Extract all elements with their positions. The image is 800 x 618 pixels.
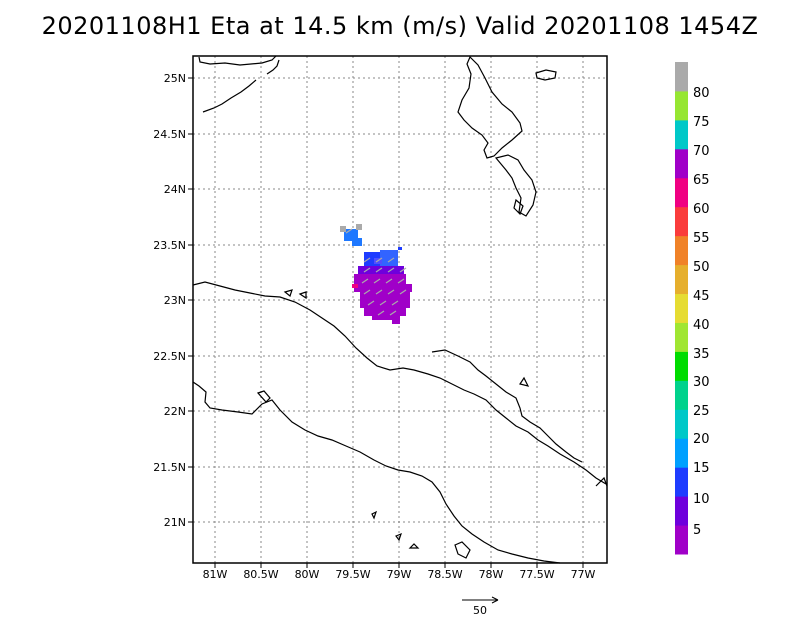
lon-tick-label: 78.5W — [427, 568, 462, 581]
colorbar-label: 60 — [693, 202, 710, 217]
colorbar-swatch — [675, 206, 688, 237]
colorbar-swatch — [675, 148, 688, 179]
map-panel — [192, 55, 608, 564]
lon-tick-label: 78W — [479, 568, 504, 581]
lat-tick-label: 22N — [164, 405, 186, 418]
colorbar-swatch — [675, 62, 688, 92]
wind-speed-shading — [340, 224, 412, 324]
colorbar: 5 10 15 20 25 30 35 40 45 50 55 60 65 70… — [675, 62, 710, 555]
colorbar-swatch — [675, 235, 688, 266]
colorbar-label: 75 — [693, 115, 710, 130]
colorbar-label: 65 — [693, 173, 710, 188]
colorbar-swatches — [675, 62, 688, 555]
lat-tick-label: 23.5N — [153, 239, 186, 252]
colorbar-swatch — [675, 264, 688, 295]
colorbar-swatch — [675, 177, 688, 208]
colorbar-swatch — [675, 496, 688, 526]
lat-tick-label: 22.5N — [153, 350, 186, 363]
lon-tick-label: 80.5W — [243, 568, 278, 581]
colorbar-label: 20 — [693, 432, 710, 447]
colorbar-swatch — [675, 438, 688, 468]
lon-tick-label: 79.5W — [335, 568, 370, 581]
colorbar-label: 30 — [693, 375, 710, 390]
colorbar-label: 70 — [693, 144, 710, 159]
colorbar-swatch — [675, 351, 688, 381]
wind-vectors — [345, 228, 407, 316]
colorbar-label: 15 — [693, 461, 710, 476]
lat-tick-label: 24.5N — [153, 128, 186, 141]
colorbar-swatch — [675, 293, 688, 323]
colorbar-swatch — [675, 322, 688, 352]
lon-tick-label: 81W — [203, 568, 228, 581]
lat-tick-label: 21.5N — [153, 461, 186, 474]
lon-tick-label: 77W — [571, 568, 596, 581]
lat-axis: 25N 24.5N 24N 23.5N 23N 22.5N 22N 21.5N … — [153, 72, 193, 529]
lat-tick-label: 24N — [164, 183, 186, 196]
coastlines — [192, 55, 608, 564]
colorbar-swatch — [675, 467, 688, 497]
colorbar-label: 25 — [693, 404, 710, 419]
colorbar-swatch — [675, 90, 688, 121]
reference-vector: 50 — [462, 596, 499, 617]
lon-axis: 81W 80.5W 80W 79.5W 79W 78.5W 78W 77.5W … — [203, 563, 596, 581]
lon-tick-label: 80W — [295, 568, 320, 581]
colorbar-label: 10 — [693, 492, 710, 507]
lat-tick-label: 21N — [164, 516, 186, 529]
colorbar-swatch — [675, 119, 688, 150]
colorbar-swatch — [675, 409, 688, 439]
colorbar-label: 50 — [693, 260, 710, 275]
colorbar-label: 40 — [693, 318, 710, 333]
reference-vector-label: 50 — [473, 604, 487, 617]
colorbar-label: 55 — [693, 231, 710, 246]
plot-title: 20201108H1 Eta at 14.5 km (m/s) Valid 20… — [41, 12, 759, 40]
lon-tick-label: 77.5W — [519, 568, 554, 581]
colorbar-swatch — [675, 525, 688, 555]
colorbar-label: 35 — [693, 347, 710, 362]
lat-tick-label: 25N — [164, 72, 186, 85]
colorbar-swatch — [675, 380, 688, 410]
lon-tick-label: 79W — [387, 568, 412, 581]
colorbar-label: 45 — [693, 289, 710, 304]
lat-tick-label: 23N — [164, 294, 186, 307]
colorbar-label: 5 — [693, 523, 701, 538]
colorbar-label: 80 — [693, 86, 710, 101]
